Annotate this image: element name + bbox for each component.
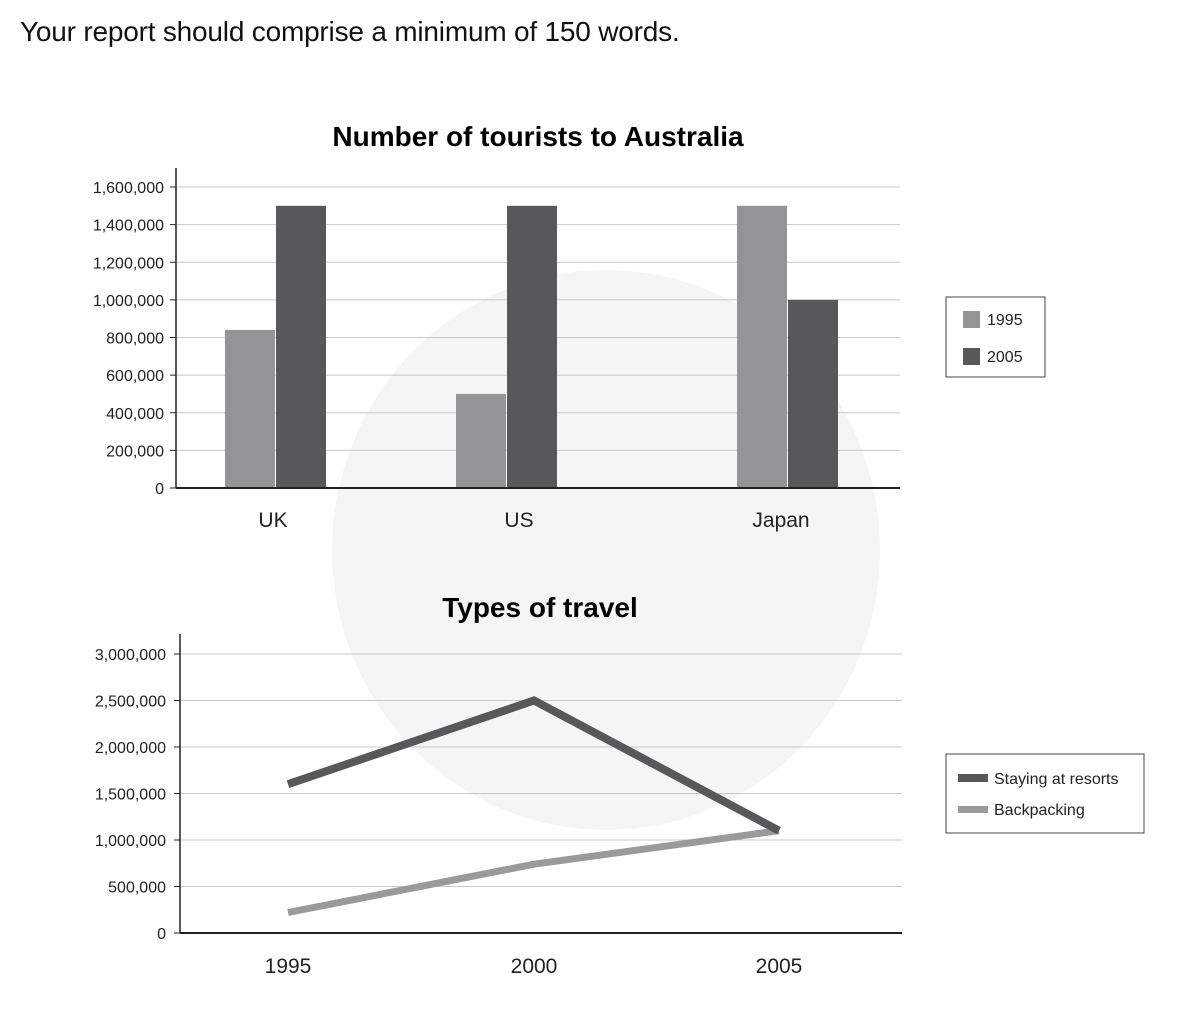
bar-japan-1995	[737, 205, 787, 488]
line-y-tick-label: 1,000,000	[95, 833, 166, 850]
legend-swatch-backpacking	[958, 806, 988, 813]
line-y-tick-label: 500,000	[108, 880, 166, 897]
line-series-backpacking	[287, 827, 780, 916]
legend-label-2005: 2005	[987, 349, 1023, 366]
legend-label-1995: 1995	[987, 312, 1023, 329]
bar-uk-1995	[225, 329, 275, 488]
bar-us-1995	[456, 393, 506, 488]
legend-label-backpacking: Backpacking	[994, 802, 1085, 819]
line-series-resorts	[286, 696, 781, 835]
line-chart-title: Types of travel	[442, 592, 638, 623]
line-chart-series	[286, 696, 781, 916]
line-legend-box	[945, 753, 1145, 834]
bar-y-tick-label: 0	[155, 481, 164, 498]
legend-swatch-resorts	[958, 774, 988, 782]
bar-category-label: US	[504, 509, 533, 532]
line-y-tick-label: 0	[157, 926, 166, 943]
bar-y-tick-label: 1,200,000	[93, 255, 164, 272]
bar-y-tick-label: 600,000	[106, 368, 164, 385]
bar-y-tick-label: 1,000,000	[93, 293, 164, 310]
bar-uk-2005	[276, 205, 326, 488]
bar-chart-y-ticks: 0 200,000 400,000 600,000 800,000 1,000,000 1,…	[93, 180, 176, 498]
bar-japan-2005	[788, 299, 838, 488]
bar-category-label: UK	[258, 509, 287, 532]
bar-chart-categories: UK US Japan	[258, 509, 809, 532]
line-chart-legend: Staying at resorts Backpacking	[945, 753, 1145, 834]
bar-chart-legend: 1995 2005	[945, 296, 1046, 378]
line-x-tick-label: 1995	[265, 955, 312, 978]
bar-y-tick-label: 200,000	[106, 443, 164, 460]
bar-y-tick-label: 1,400,000	[93, 218, 164, 235]
line-y-tick-label: 2,500,000	[95, 694, 166, 711]
bar-chart: Number of tourists to Australia 0 200,000…	[93, 121, 1046, 532]
bar-y-tick-label: 800,000	[106, 331, 164, 348]
legend-swatch-1995	[963, 311, 980, 328]
bar-y-tick-label: 400,000	[106, 406, 164, 423]
bar-chart-bars	[225, 205, 838, 488]
line-chart-y-ticks: 0 500,000 1,000,000 1,500,000 2,000,000 2,500…	[95, 647, 180, 943]
bar-y-tick-label: 1,600,000	[93, 180, 164, 197]
bar-category-label: Japan	[752, 509, 809, 532]
line-chart: Types of travel 0 500,000 1,000,000 1,500,0…	[95, 592, 1145, 978]
line-chart-x-ticks: 1995 2000 2005	[265, 955, 803, 978]
line-y-tick-label: 1,500,000	[95, 787, 166, 804]
legend-label-resorts: Staying at resorts	[994, 771, 1119, 788]
line-y-tick-label: 3,000,000	[95, 647, 166, 664]
line-y-tick-label: 2,000,000	[95, 740, 166, 757]
instruction-text: Your report should comprise a minimum of…	[20, 16, 680, 47]
bar-chart-title: Number of tourists to Australia	[332, 121, 744, 152]
line-x-tick-label: 2000	[511, 955, 558, 978]
line-chart-gridlines	[180, 653, 902, 887]
bar-us-2005	[507, 205, 557, 488]
legend-swatch-2005	[963, 348, 980, 365]
line-x-tick-label: 2005	[756, 955, 803, 978]
bar-legend-box	[945, 296, 1046, 378]
